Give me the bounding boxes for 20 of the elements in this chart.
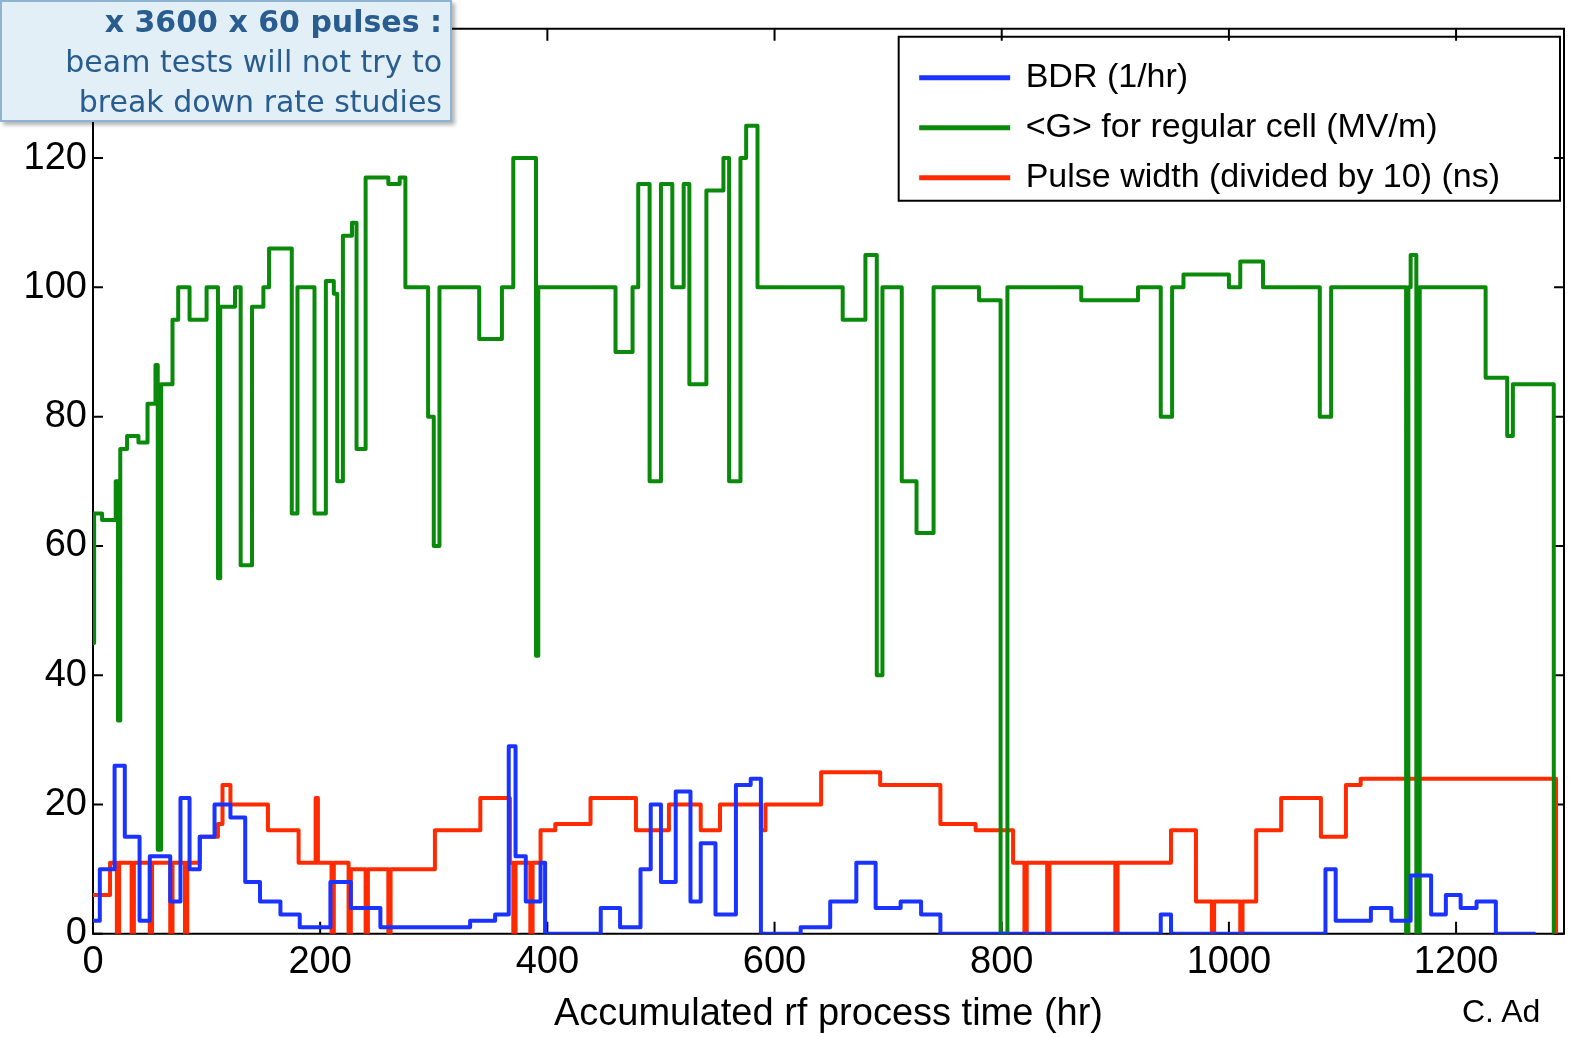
text: C. Ad <box>1462 992 1541 1030</box>
y-tick-label: 120 <box>23 134 87 177</box>
x-tick-label: 200 <box>288 939 352 982</box>
x-tick-label: 400 <box>515 939 580 982</box>
legend-label: Pulse width (divided by 10) (ns) <box>1025 156 1500 195</box>
annotation: beam tests will not try to <box>64 43 442 81</box>
legend-label: BDR (1/hr) <box>1025 56 1189 95</box>
annotation: x 3600 x 60 pulses : <box>103 3 442 41</box>
legend-label: <G> for regular cell (MV/m) <box>1025 106 1438 145</box>
x-tick-label: 600 <box>742 939 807 982</box>
x-tick-label: 1200 <box>1413 939 1499 982</box>
x-axis-title: Accumulated rf process time (hr) <box>553 990 1104 1033</box>
y-tick-label: 20 <box>44 781 87 823</box>
x-tick-label: 800 <box>970 939 1034 982</box>
x-tick-label: 1000 <box>1186 939 1272 982</box>
y-tick-label: 40 <box>44 651 87 694</box>
y-tick-label: 60 <box>44 522 87 565</box>
y-tick-label: 100 <box>23 263 87 306</box>
y-tick-label: 80 <box>44 393 87 436</box>
annotation: break down rate studies <box>77 83 442 121</box>
